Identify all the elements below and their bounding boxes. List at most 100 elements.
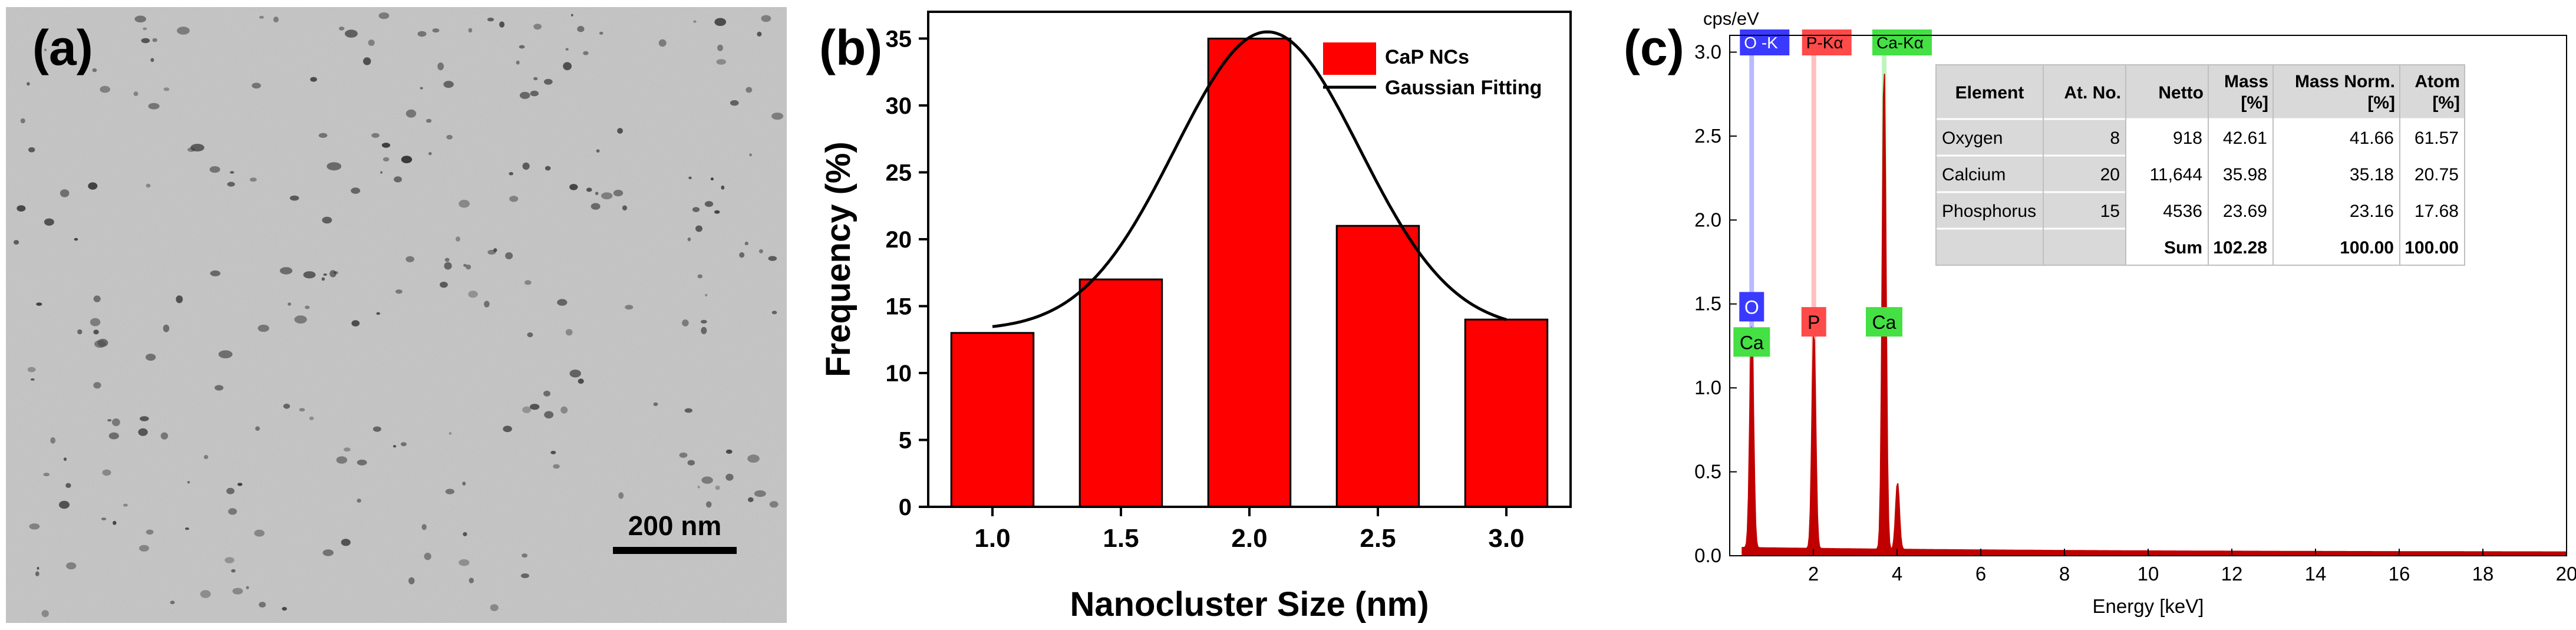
- tem-particle: [227, 182, 235, 187]
- tem-particle: [93, 382, 101, 389]
- tem-particle: [583, 51, 589, 55]
- tem-particle: [152, 38, 157, 42]
- tem-particle: [420, 87, 423, 90]
- tem-particle: [44, 48, 47, 51]
- tem-particle: [150, 58, 154, 62]
- tem-particle: [200, 590, 211, 598]
- tem-particles: [14, 12, 784, 618]
- tem-particle: [344, 447, 351, 452]
- tem-particle: [613, 190, 624, 197]
- tem-particle: [237, 483, 243, 486]
- tem-particle: [417, 31, 427, 37]
- y-tick-label: 3.0: [1694, 41, 1721, 62]
- tem-particle: [591, 203, 601, 210]
- tem-particle: [596, 149, 600, 153]
- x-tick-label: 14: [2305, 563, 2327, 585]
- tem-particle: [553, 464, 560, 469]
- tem-particle: [187, 481, 190, 484]
- tem-particle: [65, 483, 71, 488]
- tem-particle: [560, 406, 568, 414]
- tem-particle: [176, 295, 183, 304]
- tem-particle: [146, 183, 151, 188]
- tem-particle: [170, 601, 175, 605]
- tem-particle: [405, 256, 414, 262]
- table-border: [1935, 64, 2465, 266]
- tem-particle: [209, 166, 220, 173]
- tem-particle: [682, 319, 689, 326]
- tem-particle: [484, 301, 490, 308]
- tem-particle: [459, 200, 470, 208]
- table-header-cell: Mass Norm.: [2295, 72, 2395, 91]
- tem-particle: [758, 249, 763, 253]
- tem-particle: [380, 171, 382, 174]
- tem-particle: [505, 252, 513, 259]
- tem-particle: [289, 195, 299, 201]
- tem-particle: [27, 367, 36, 372]
- histogram-bars: [950, 37, 1549, 508]
- tem-particle: [94, 340, 106, 348]
- tem-particle: [318, 133, 328, 138]
- tem-particle: [218, 350, 233, 358]
- tem-particle: [543, 78, 553, 85]
- table-cell: 8: [2110, 128, 2120, 148]
- tem-particle: [113, 520, 117, 525]
- tem-particle: [43, 473, 50, 477]
- tem-particle: [771, 311, 777, 315]
- tem-particle: [282, 606, 287, 611]
- tem-particle: [424, 552, 431, 560]
- tem-particle: [595, 192, 599, 196]
- table-header-cell: [%]: [2367, 93, 2395, 113]
- tem-particle: [163, 324, 170, 332]
- tem-particle: [445, 489, 455, 494]
- tem-particle: [294, 315, 307, 324]
- tem-particle: [41, 610, 49, 618]
- tem-particle: [107, 419, 112, 422]
- tem-particle: [14, 240, 19, 245]
- tem-particle: [446, 134, 453, 140]
- tem-particle: [487, 17, 494, 22]
- tem-particle: [525, 280, 532, 285]
- y-tick-label: 10: [886, 361, 912, 387]
- tem-particle: [74, 238, 78, 241]
- marker-label: Ca-Kα: [1876, 34, 1924, 52]
- tem-particle: [468, 291, 478, 298]
- tem-particle: [249, 177, 257, 182]
- tem-particle: [459, 559, 470, 566]
- tem-particle: [571, 14, 573, 17]
- tem-particle: [190, 144, 205, 151]
- panel-b: (b) 0 5 10 15 20 25 30 35 1.0 1.5 2.0 2.5 3.0 Frequ…: [819, 11, 1572, 624]
- tem-particle: [725, 449, 733, 454]
- legend-swatch-bars: [1323, 42, 1376, 75]
- tem-image-texture: [6, 7, 787, 623]
- marker-line-P-Ka: [1811, 35, 1816, 556]
- tem-particle: [739, 252, 745, 258]
- tem-particle: [715, 485, 720, 490]
- tem-particle: [462, 481, 466, 486]
- table-cell: 100.00: [2405, 238, 2459, 258]
- tem-particle: [761, 15, 771, 22]
- tem-particle: [557, 299, 568, 306]
- tem-particle: [747, 454, 760, 463]
- tem-particle: [30, 378, 35, 381]
- y-tick-label: 15: [886, 293, 912, 319]
- table-cell: Oxygen: [1942, 128, 2003, 148]
- tem-particle: [134, 15, 146, 23]
- tem-particle: [749, 153, 752, 157]
- table-header-cell: [%]: [2241, 93, 2268, 113]
- tem-particle: [395, 289, 403, 294]
- tem-particle: [252, 83, 261, 89]
- tem-particle: [697, 274, 703, 279]
- tem-particle: [692, 207, 700, 212]
- tem-particle: [303, 271, 316, 279]
- x-tick-label: 6: [1975, 563, 1986, 585]
- table-header-cell: [%]: [2432, 93, 2460, 113]
- tem-particle: [60, 189, 70, 197]
- y-tick-label: 2.5: [1694, 125, 1721, 147]
- tem-particle: [44, 218, 54, 226]
- tem-particle: [90, 318, 101, 326]
- peak-label: Ca: [1872, 312, 1896, 333]
- x-tick-label: 12: [2221, 563, 2243, 585]
- tem-particle: [679, 452, 688, 458]
- tem-particle: [519, 45, 525, 49]
- y-tick-label: 20: [886, 227, 912, 253]
